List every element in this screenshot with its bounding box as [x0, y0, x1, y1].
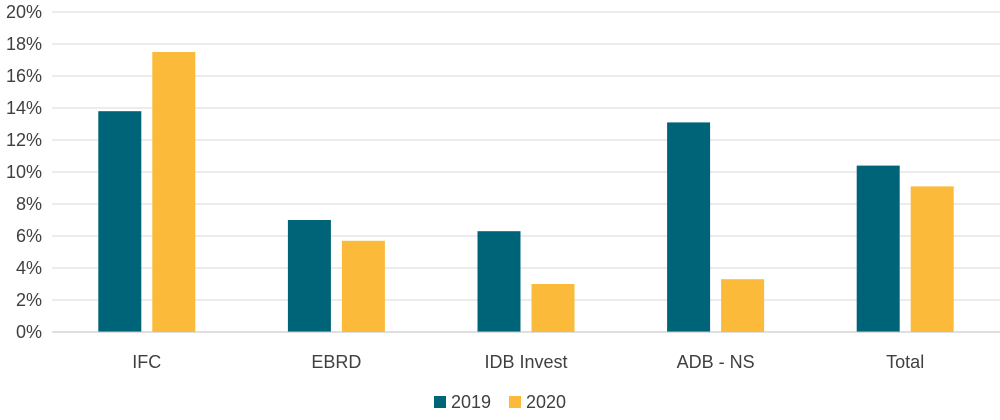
bar-2019-ebrd	[287, 220, 331, 332]
bar-2020-adb-ns	[721, 279, 765, 332]
y-tick-label: 8%	[16, 194, 42, 214]
y-tick-label: 18%	[6, 34, 42, 54]
y-tick-label: 4%	[16, 258, 42, 278]
bar-2020-ebrd	[341, 240, 385, 332]
gridlines	[52, 11, 1000, 301]
legend-swatch-2020	[509, 396, 521, 408]
y-tick-label: 12%	[6, 130, 42, 150]
bar-2019-idb-invest	[477, 231, 521, 332]
x-category-label: EBRD	[311, 352, 361, 372]
legend-label-2019: 2019	[451, 392, 491, 412]
x-category-label: IFC	[132, 352, 161, 372]
y-axis-tick-labels: 0% 2% 4% 6% 8% 10% 12% 14% 16% 18% 20%	[6, 2, 42, 342]
bar-2020-total	[910, 186, 954, 332]
y-tick-label: 2%	[16, 290, 42, 310]
y-tick-label: 10%	[6, 162, 42, 182]
x-category-label: Total	[886, 352, 924, 372]
legend: 2019 2020	[434, 392, 566, 412]
y-tick-label: 14%	[6, 98, 42, 118]
y-tick-label: 6%	[16, 226, 42, 246]
legend-label-2020: 2020	[526, 392, 566, 412]
y-tick-label: 16%	[6, 66, 42, 86]
bar-2019-adb-ns	[667, 122, 711, 333]
bars	[98, 52, 954, 333]
x-axis-category-labels: IFC EBRD IDB Invest ADB - NS Total	[132, 352, 924, 372]
bar-2020-idb-invest	[531, 284, 575, 332]
y-tick-label: 0%	[16, 322, 42, 342]
y-tick-label: 20%	[6, 2, 42, 22]
bar-2019-total	[856, 165, 900, 332]
bar-2020-ifc	[152, 52, 196, 332]
x-category-label: IDB Invest	[484, 352, 567, 372]
x-category-label: ADB - NS	[677, 352, 755, 372]
legend-swatch-2019	[434, 396, 446, 408]
bar-2019-ifc	[98, 111, 142, 332]
